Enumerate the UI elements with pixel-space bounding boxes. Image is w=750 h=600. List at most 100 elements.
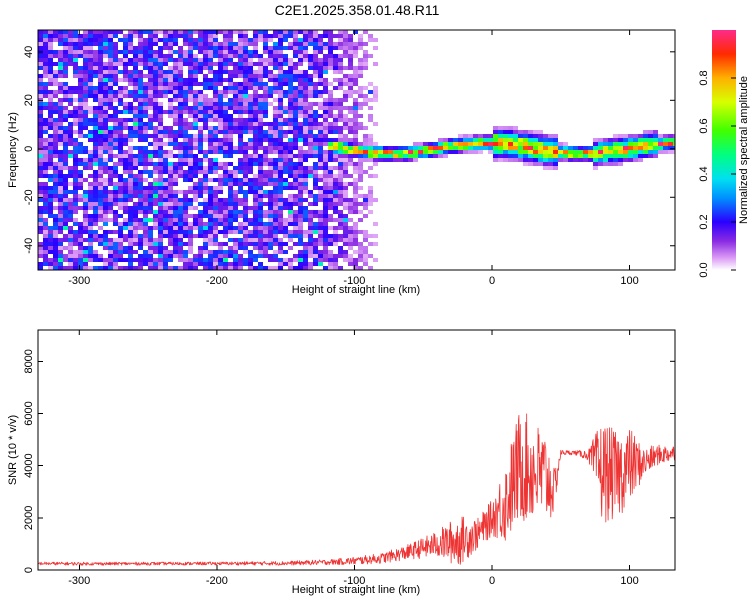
- spectrogram-cell: [133, 238, 138, 242]
- spectrogram-cell: [98, 58, 103, 62]
- spectrogram-cell: [233, 30, 238, 34]
- spectrogram-cell: [218, 202, 223, 206]
- spectrogram-cell: [333, 150, 338, 154]
- spectrogram-cell: [143, 202, 148, 206]
- spectrogram-cell: [183, 254, 188, 258]
- spectrogram-cell: [298, 194, 303, 198]
- spectrogram-cell: [58, 106, 63, 110]
- spectrogram-cell: [323, 58, 328, 62]
- spectrogram-cell: [333, 34, 338, 38]
- spectrogram-cell: [103, 166, 108, 170]
- spectrogram-cell: [383, 146, 388, 150]
- spectrogram-cell: [288, 138, 293, 142]
- spectrogram-cell: [308, 266, 313, 270]
- spectrogram-cell: [353, 210, 358, 214]
- colorbar-gradient: [712, 30, 736, 270]
- spectrogram-cell: [313, 114, 318, 118]
- spectrogram-cell: [533, 134, 538, 138]
- spectrogram-cell: [158, 78, 163, 82]
- spectrogram-cell: [138, 210, 143, 214]
- spectrogram-cell: [323, 218, 328, 222]
- spectrogram-cell: [268, 58, 273, 62]
- spectrogram-cell: [88, 198, 93, 202]
- spectrogram-cell: [38, 46, 43, 50]
- spectrogram-cell: [73, 258, 78, 262]
- spectrogram-cell: [38, 118, 43, 122]
- spectrogram-cell: [148, 38, 153, 42]
- spectrogram-cell: [108, 142, 113, 146]
- spectrogram-cell: [203, 226, 208, 230]
- spectrogram-cell: [223, 234, 228, 238]
- spectrogram-cell: [298, 266, 303, 270]
- spectrogram-cell: [238, 238, 243, 242]
- spectrogram-cell: [208, 126, 213, 130]
- spectrogram-cell: [273, 222, 278, 226]
- spectrogram-cell: [153, 98, 158, 102]
- spectrogram-cell: [288, 162, 293, 166]
- spectrogram-cell: [548, 162, 553, 166]
- spectrogram-cell: [333, 158, 338, 162]
- spectrogram-cell: [133, 162, 138, 166]
- spectrogram-cell: [73, 174, 78, 178]
- spectrogram-cell: [198, 58, 203, 62]
- spectrogram-cell: [263, 158, 268, 162]
- spectrogram-cell: [308, 102, 313, 106]
- spectrogram-x-tick-label: 100: [620, 275, 638, 287]
- spectrogram-cell: [238, 138, 243, 142]
- spectrogram-cell: [268, 206, 273, 210]
- spectrogram-cell: [298, 242, 303, 246]
- spectrogram-cell: [83, 150, 88, 154]
- spectrogram-cell: [103, 238, 108, 242]
- spectrogram-cell: [163, 222, 168, 226]
- spectrogram-cell: [303, 42, 308, 46]
- spectrogram-cell: [73, 182, 78, 186]
- spectrogram-cell: [103, 114, 108, 118]
- spectrogram-cell: [553, 146, 558, 150]
- spectrogram-cell: [138, 114, 143, 118]
- spectrogram-cell: [148, 90, 153, 94]
- spectrogram-cell: [223, 210, 228, 214]
- spectrogram-cell: [343, 182, 348, 186]
- spectrogram-cell: [278, 206, 283, 210]
- spectrogram-cell: [358, 86, 363, 90]
- spectrogram-cell: [183, 262, 188, 266]
- spectrogram-cell: [313, 230, 318, 234]
- spectrogram-cell: [73, 190, 78, 194]
- spectrogram-cell: [338, 30, 343, 34]
- spectrogram-cell: [78, 98, 83, 102]
- spectrogram-cell: [128, 258, 133, 262]
- spectrogram-cell: [118, 190, 123, 194]
- spectrogram-cell: [208, 146, 213, 150]
- spectrogram-cell: [238, 186, 243, 190]
- spectrogram-cell: [118, 38, 123, 42]
- spectrogram-cell: [63, 46, 68, 50]
- spectrogram-cell: [73, 66, 78, 70]
- spectrogram-cell: [298, 202, 303, 206]
- spectrogram-cell: [48, 118, 53, 122]
- spectrogram-cell: [273, 114, 278, 118]
- spectrogram-cell: [223, 218, 228, 222]
- spectrogram-cell: [298, 70, 303, 74]
- spectrogram-cell: [158, 250, 163, 254]
- spectrogram-cell: [258, 222, 263, 226]
- spectrogram-cell: [103, 62, 108, 66]
- spectrogram-cell: [278, 210, 283, 214]
- spectrogram-cell: [523, 162, 528, 166]
- spectrogram-cell: [228, 50, 233, 54]
- spectrogram-cell: [83, 78, 88, 82]
- spectrogram-cell: [308, 54, 313, 58]
- spectrogram-cell: [563, 158, 568, 162]
- spectrogram-cell: [178, 202, 183, 206]
- spectrogram-cell: [53, 222, 58, 226]
- spectrogram-cell: [318, 146, 323, 150]
- spectrogram-cell: [298, 186, 303, 190]
- spectrogram-cell: [353, 202, 358, 206]
- spectrogram-cell: [243, 234, 248, 238]
- spectrogram-cell: [218, 66, 223, 70]
- spectrogram-cell: [263, 150, 268, 154]
- spectrogram-cell: [53, 170, 58, 174]
- spectrogram-cell: [198, 102, 203, 106]
- spectrogram-cell: [248, 54, 253, 58]
- spectrogram-cell: [243, 110, 248, 114]
- spectrogram-cell: [198, 98, 203, 102]
